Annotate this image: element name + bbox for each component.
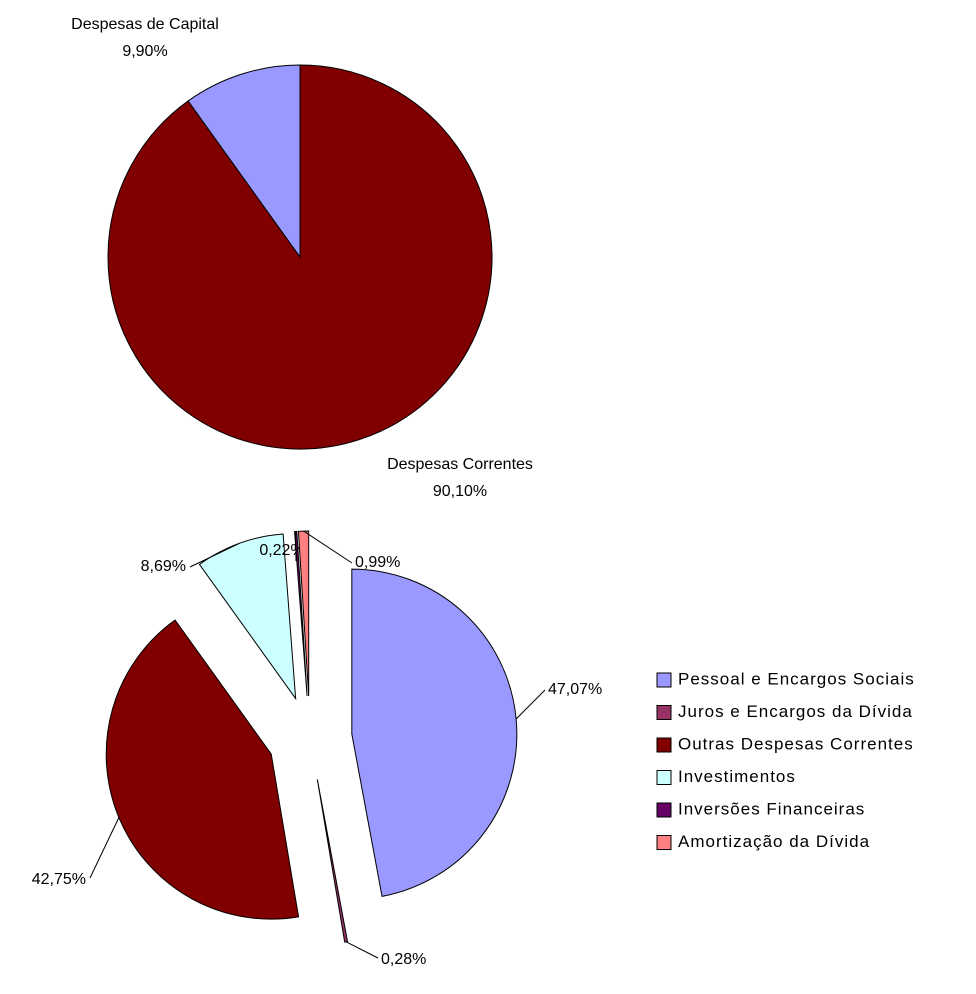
slice-value-label: 0,22% xyxy=(259,542,304,559)
legend-label: Pessoal e Encargos Sociais xyxy=(678,669,915,688)
pie-slice xyxy=(187,64,301,259)
slice-label: Despesas de Capital xyxy=(71,16,219,33)
leader-line xyxy=(515,689,546,720)
legend-swatch xyxy=(656,770,672,785)
legend-swatch xyxy=(656,672,672,688)
legend-swatch xyxy=(656,705,672,720)
legend-swatch xyxy=(656,802,672,818)
slice-value-label: 0,99% xyxy=(355,554,400,571)
legend-label: Outras Despesas Correntes xyxy=(678,734,914,753)
slice-value-label: 42,75% xyxy=(32,871,86,888)
pie-slice xyxy=(297,530,310,697)
leader-line xyxy=(345,941,379,959)
legend-label: Juros e Encargos da Dívida xyxy=(678,702,913,721)
pie-slice xyxy=(105,619,300,920)
leader-line xyxy=(189,543,240,568)
legend-swatch xyxy=(656,737,672,753)
slice-label: Despesas Correntes xyxy=(387,456,533,473)
pie-slice xyxy=(316,779,349,943)
slice-value-label: 90,10% xyxy=(433,483,487,500)
legend-label: Investimentos xyxy=(678,767,796,786)
slice-value-label: 9,90% xyxy=(122,43,167,60)
slice-value-label: 8,69% xyxy=(141,558,186,575)
leader-line xyxy=(89,817,120,879)
leader-line xyxy=(303,530,353,564)
legend-swatch xyxy=(656,835,672,850)
legend-label: Inversões Financeiras xyxy=(678,799,865,818)
pie-slice xyxy=(294,530,308,697)
pie-slice xyxy=(351,568,518,897)
slice-value-label: 47,07% xyxy=(548,681,602,698)
legend-label: Amortização da Dívida xyxy=(678,832,870,851)
slice-value-label: 0,28% xyxy=(381,951,426,968)
